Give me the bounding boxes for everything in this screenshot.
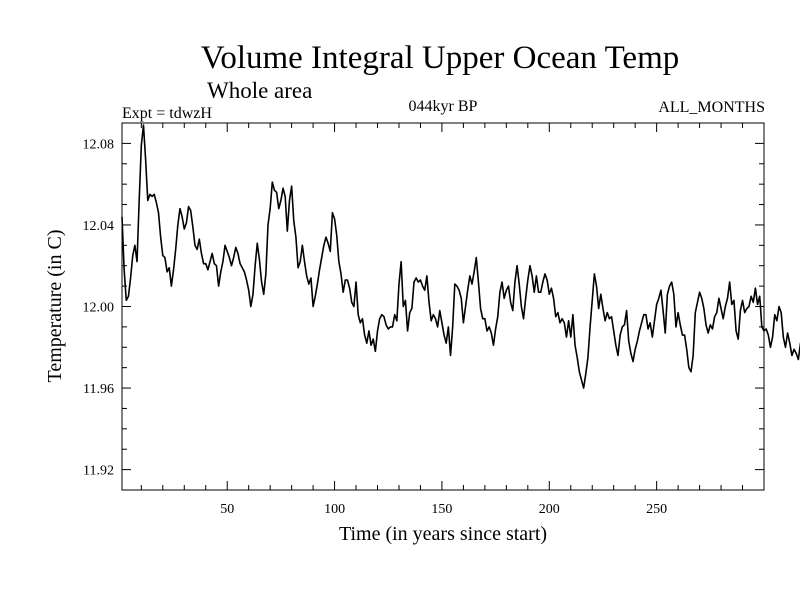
x-tick-label: 250 [646,502,667,517]
axis-ticks [122,122,764,491]
y-tick-label: 12.00 [83,301,115,316]
plot-frame [121,122,765,491]
period-label: 044kyr BP [409,98,478,115]
y-tick-label: 11.96 [83,382,114,397]
tick-labels: 50 100 150 200 250 11.92 11.96 12.00 12.04 12.08 [83,137,668,517]
y-tick-label: 12.04 [83,219,115,234]
x-tick-label: 200 [539,502,560,517]
series-line [121,124,800,389]
experiment-label: Expt = tdwzH [122,105,212,122]
x-tick-label: 150 [431,502,452,517]
x-tick-label: 100 [324,502,345,517]
chart-title: Volume Integral Upper Ocean Temp [201,40,679,76]
x-tick-label: 50 [220,502,234,517]
y-tick-label: 11.92 [83,464,114,479]
chart-subtitle: Whole area [207,78,312,103]
x-axis-label: Time (in years since start) [339,523,547,545]
months-label: ALL_MONTHS [658,99,765,116]
y-tick-label: 12.08 [83,137,115,152]
y-axis-label: Temperature (in C) [44,230,66,383]
